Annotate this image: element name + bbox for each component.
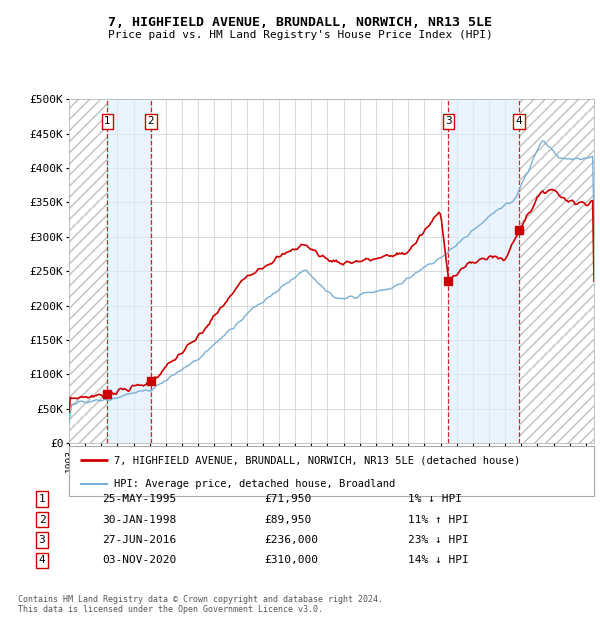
Text: 23% ↓ HPI: 23% ↓ HPI xyxy=(408,535,469,545)
Text: 2: 2 xyxy=(38,515,46,525)
Bar xyxy=(448,99,519,443)
Text: 3: 3 xyxy=(445,116,452,126)
Text: 7, HIGHFIELD AVENUE, BRUNDALL, NORWICH, NR13 5LE: 7, HIGHFIELD AVENUE, BRUNDALL, NORWICH, … xyxy=(108,16,492,29)
Text: 2: 2 xyxy=(148,116,154,126)
Bar xyxy=(69,99,107,443)
Text: Contains HM Land Registry data © Crown copyright and database right 2024.: Contains HM Land Registry data © Crown c… xyxy=(18,595,383,604)
Text: 03-NOV-2020: 03-NOV-2020 xyxy=(102,556,176,565)
Text: £236,000: £236,000 xyxy=(264,535,318,545)
Text: This data is licensed under the Open Government Licence v3.0.: This data is licensed under the Open Gov… xyxy=(18,604,323,614)
Text: 3: 3 xyxy=(38,535,46,545)
Text: 27-JUN-2016: 27-JUN-2016 xyxy=(102,535,176,545)
Text: 11% ↑ HPI: 11% ↑ HPI xyxy=(408,515,469,525)
Text: 4: 4 xyxy=(515,116,522,126)
Text: 30-JAN-1998: 30-JAN-1998 xyxy=(102,515,176,525)
Text: 25-MAY-1995: 25-MAY-1995 xyxy=(102,494,176,504)
Bar xyxy=(519,99,594,443)
Text: 7, HIGHFIELD AVENUE, BRUNDALL, NORWICH, NR13 5LE (detached house): 7, HIGHFIELD AVENUE, BRUNDALL, NORWICH, … xyxy=(113,455,520,465)
Bar xyxy=(107,99,151,443)
Text: 1: 1 xyxy=(38,494,46,504)
FancyBboxPatch shape xyxy=(69,446,594,496)
Text: £71,950: £71,950 xyxy=(264,494,311,504)
Text: £310,000: £310,000 xyxy=(264,556,318,565)
Text: £89,950: £89,950 xyxy=(264,515,311,525)
Text: HPI: Average price, detached house, Broadland: HPI: Average price, detached house, Broa… xyxy=(113,479,395,489)
Text: 4: 4 xyxy=(38,556,46,565)
Text: 1: 1 xyxy=(104,116,111,126)
Text: Price paid vs. HM Land Registry's House Price Index (HPI): Price paid vs. HM Land Registry's House … xyxy=(107,30,493,40)
Text: 14% ↓ HPI: 14% ↓ HPI xyxy=(408,556,469,565)
Bar xyxy=(519,99,594,443)
Text: 1% ↓ HPI: 1% ↓ HPI xyxy=(408,494,462,504)
Bar xyxy=(69,99,107,443)
